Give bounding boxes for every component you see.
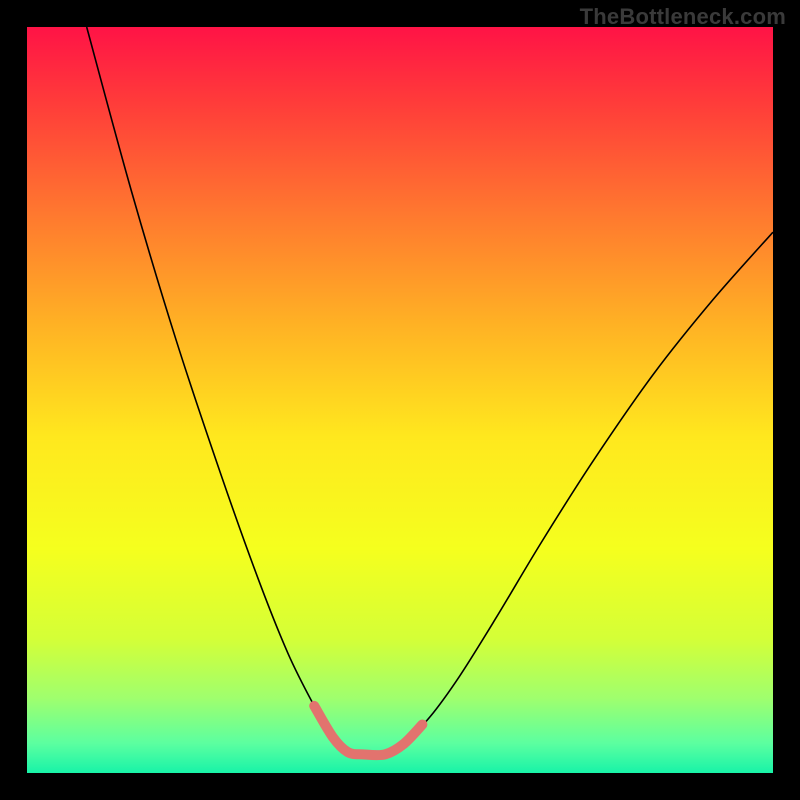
main-curve-path [87,27,773,755]
bottleneck-curve-svg [27,27,773,773]
trough-overlay-path [314,706,422,755]
plot-area [27,27,773,773]
chart-frame: TheBottleneck.com [0,0,800,800]
